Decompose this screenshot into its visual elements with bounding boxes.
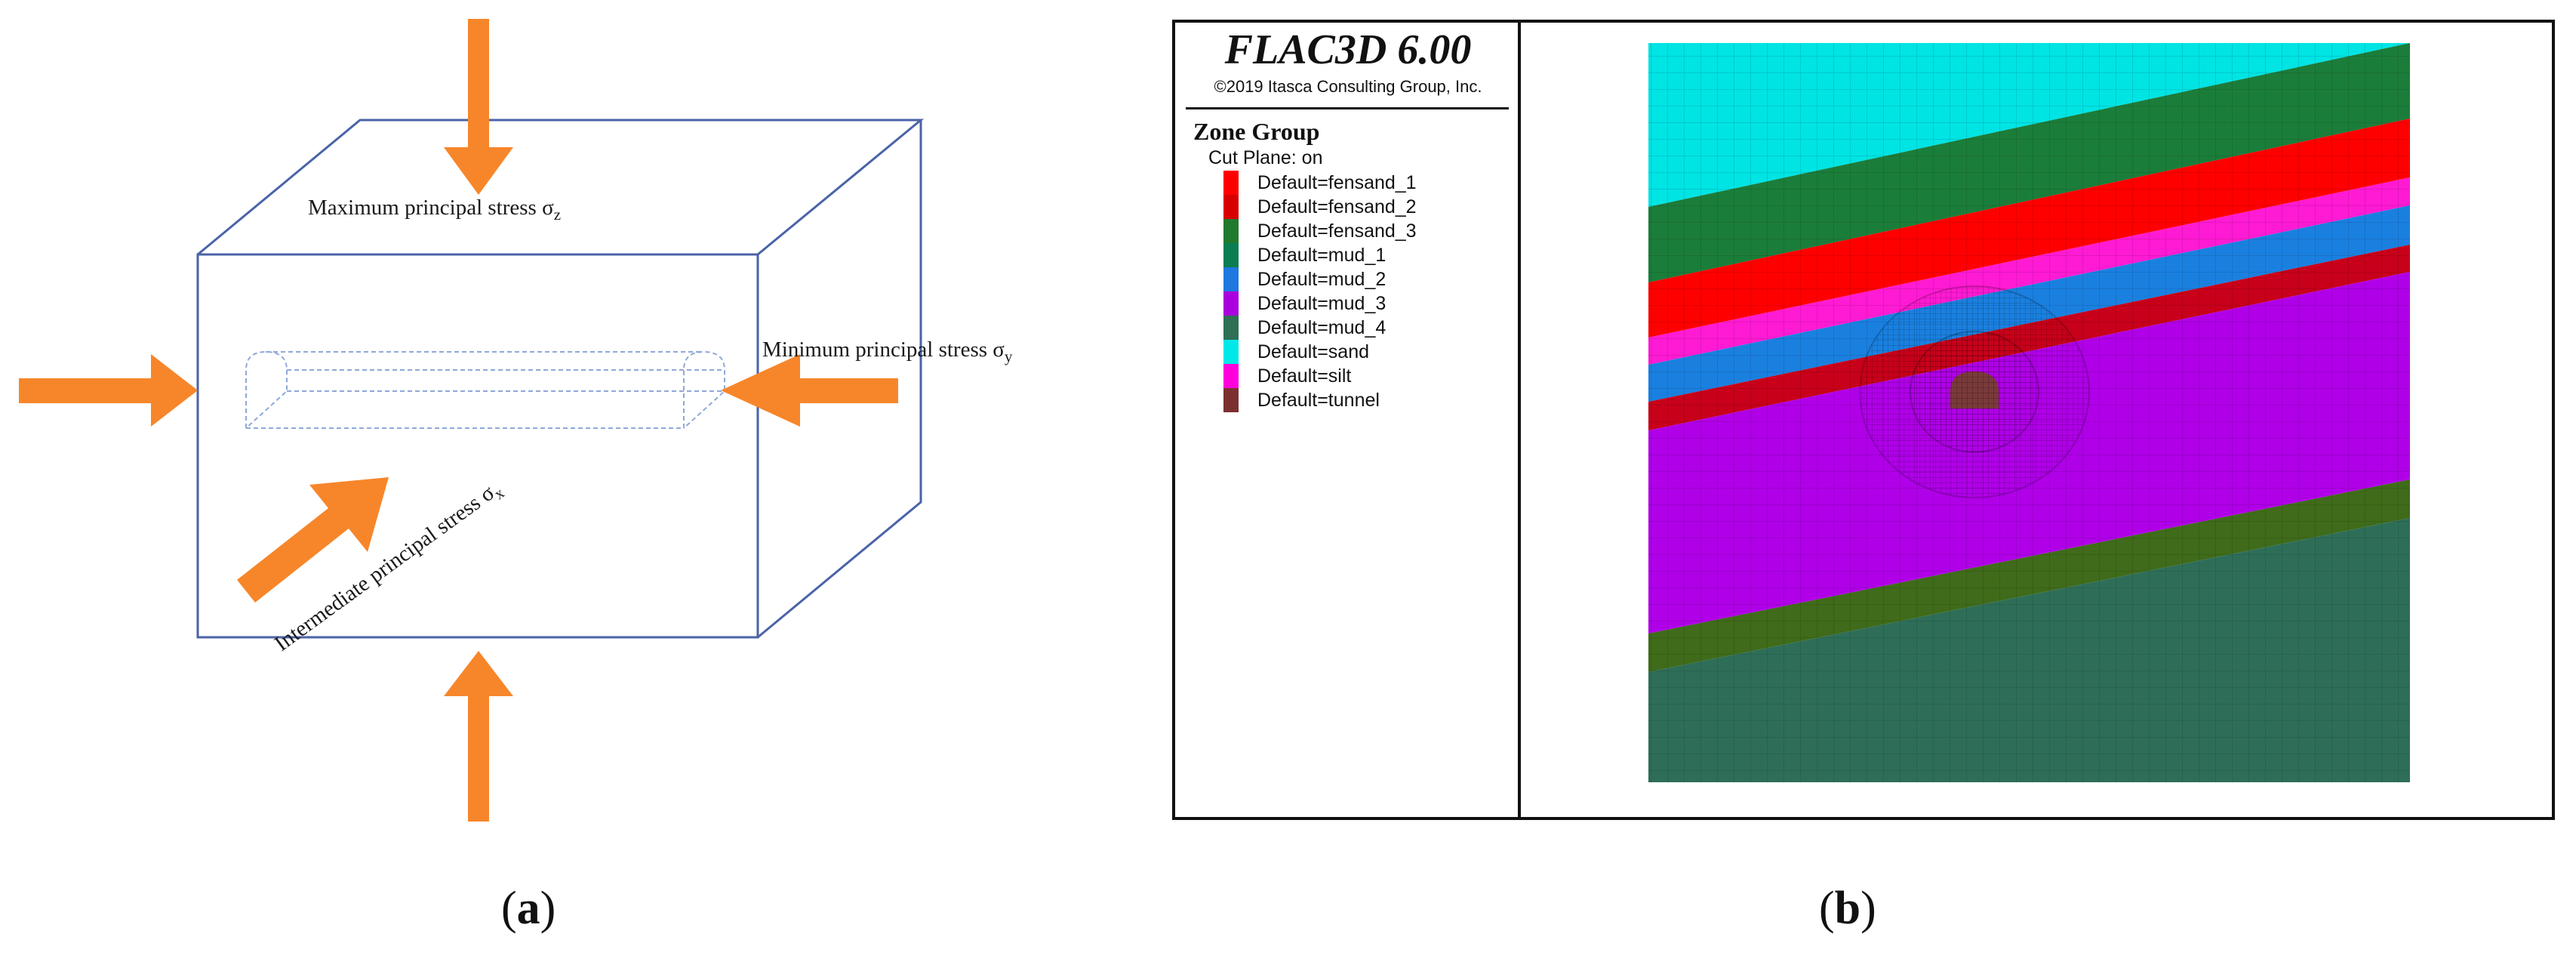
legend-label: Default=mud_1 (1257, 244, 1386, 266)
legend-pane: FLAC3D 6.00 ©2019 Itasca Consulting Grou… (1175, 23, 1521, 817)
arrow-right-icon (721, 354, 898, 427)
panel-a-stress-diagram: Maximum principal stress σz Minimum prin… (0, 0, 1155, 831)
legend-label: Default=tunnel (1257, 389, 1380, 411)
legend-swatch (1223, 243, 1239, 267)
legend-item: Default=fensand_3 (1223, 219, 1417, 243)
legend-divider (1186, 107, 1509, 109)
legend-swatch (1223, 340, 1239, 364)
legend-swatch (1223, 364, 1239, 388)
legend-swatch (1223, 195, 1239, 219)
legend-swatch (1223, 267, 1239, 291)
arrow-intermediate-icon (237, 477, 389, 603)
caption-a: (a) (501, 883, 556, 934)
legend-item: Default=mud_4 (1223, 316, 1417, 340)
legend-title: Zone Group (1193, 118, 1320, 145)
legend-item: Default=tunnel (1223, 388, 1417, 412)
tunnel-sketch (245, 350, 725, 429)
cube-outline (196, 119, 925, 639)
legend-item: Default=fensand_1 (1223, 171, 1417, 195)
legend-label: Default=mud_4 (1257, 316, 1386, 338)
stress-arrows (19, 19, 898, 822)
arrow-left-icon (19, 354, 198, 427)
tunnel-zone-grid (1950, 371, 1999, 408)
min-stress-label: Minimum principal stress σy (762, 338, 1013, 365)
legend-label: Default=fensand_1 (1257, 171, 1417, 193)
legend-swatch (1223, 388, 1239, 412)
copyright-text: ©2019 Itasca Consulting Group, Inc. (1214, 77, 1482, 96)
legend-item: Default=mud_3 (1223, 291, 1417, 316)
arrow-bottom-icon (444, 651, 513, 822)
legend-item: Default=mud_1 (1223, 243, 1417, 267)
max-stress-label: Maximum principal stress σz (308, 196, 562, 224)
legend-swatch (1223, 291, 1239, 316)
legend-swatch (1223, 219, 1239, 243)
legend-label: Default=mud_3 (1257, 292, 1386, 314)
cube-front-face (196, 253, 759, 639)
legend-item: Default=sand (1223, 340, 1417, 364)
mesh-view (1518, 23, 2552, 817)
legend-label: Default=fensand_3 (1257, 220, 1417, 242)
legend-label: Default=sand (1257, 341, 1370, 362)
stress-diagram-svg (19, 19, 925, 822)
arrow-top-icon (444, 19, 513, 195)
legend-item: Default=fensand_2 (1223, 195, 1417, 219)
app-title: FLAC3D 6.00 (1224, 26, 1472, 73)
legend-list: Default=fensand_1 Default=fensand_2 Defaul… (1223, 171, 1417, 412)
mesh-layers (1648, 43, 2410, 782)
legend-label: Default=silt (1257, 365, 1352, 387)
legend-label: Default=fensand_2 (1257, 196, 1417, 217)
mesh-svg (1648, 43, 2410, 782)
cube-top-face (197, 119, 925, 256)
cube-side-face (757, 120, 922, 639)
panel-b-flac3d-window: FLAC3D 6.00 ©2019 Itasca Consulting Grou… (1172, 20, 2555, 820)
legend-item: Default=mud_2 (1223, 267, 1417, 291)
tunnel-end-near (245, 350, 288, 429)
legend-swatch (1223, 316, 1239, 340)
legend-label: Default=mud_2 (1257, 268, 1386, 290)
legend-item: Default=silt (1223, 364, 1417, 388)
caption-b: (b) (1819, 883, 1876, 934)
legend-subtitle: Cut Plane: on (1208, 147, 1323, 168)
legend-swatch (1223, 171, 1239, 195)
tunnel-end-far (683, 350, 725, 429)
